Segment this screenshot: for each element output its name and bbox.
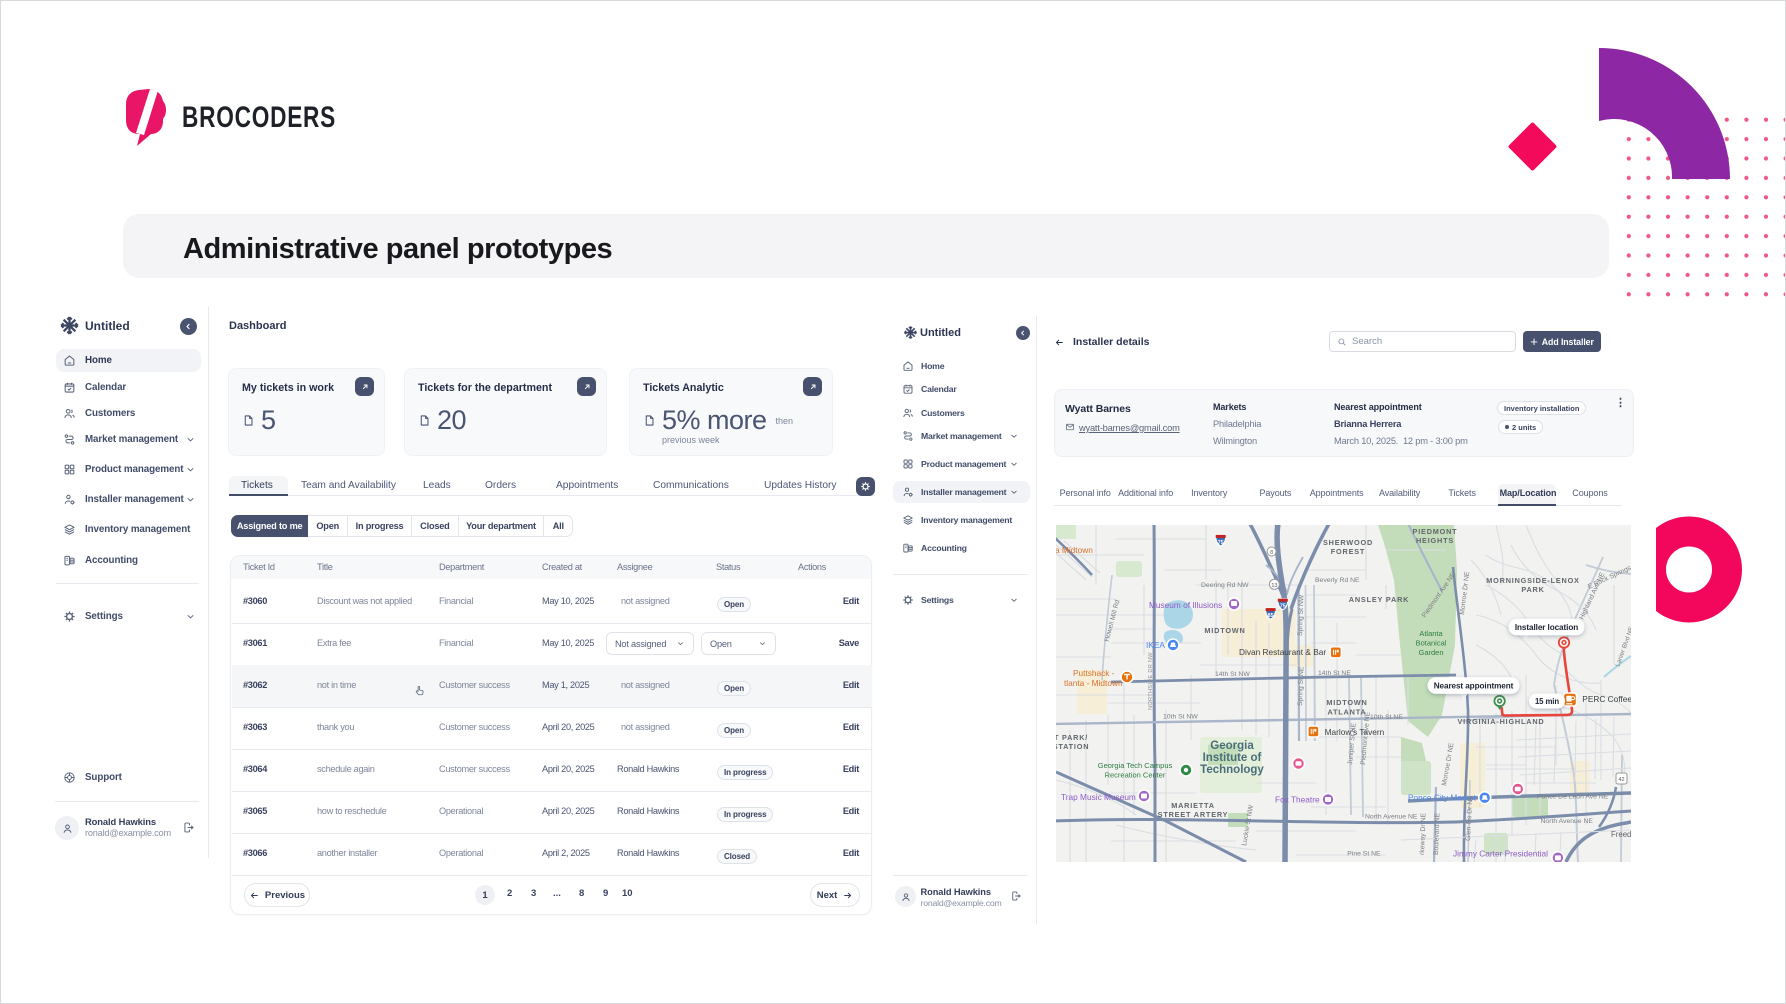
svg-text:Piedmont Ave NE: Piedmont Ave NE [1360, 711, 1372, 765]
svg-text:PIEDMONT: PIEDMONT [1413, 527, 1458, 536]
svg-text:VIRGINIA-HIGHLAND: VIRGINIA-HIGHLAND [1458, 717, 1545, 726]
svg-text:rkeway Dr NE: rkeway Dr NE [1419, 812, 1427, 855]
svg-text:MIDTOWN: MIDTOWN [1326, 698, 1367, 707]
svg-text:Trap Music Museum: Trap Music Museum [1061, 792, 1136, 802]
svg-text:SHERWOOD: SHERWOOD [1323, 538, 1373, 547]
svg-text:T PARK/: T PARK/ [1056, 733, 1088, 742]
svg-text:Atlanta: Atlanta [1419, 629, 1443, 638]
svg-text:North Avenue NE: North Avenue NE [1365, 814, 1418, 821]
svg-text:Puttshack -: Puttshack - [1073, 668, 1115, 678]
svg-text:IKEA: IKEA [1146, 640, 1165, 650]
svg-text:Boulevard NE: Boulevard NE [1433, 812, 1441, 855]
svg-text:14th St NW: 14th St NW [1215, 671, 1250, 678]
svg-text:Freedom: Freedom [1611, 830, 1631, 839]
svg-text:MIDTOWN: MIDTOWN [1204, 626, 1245, 635]
svg-text:FOREST: FOREST [1331, 547, 1365, 556]
svg-text:Jimmy Carter Presidential: Jimmy Carter Presidential [1453, 849, 1548, 859]
svg-text:STREET ARTERY: STREET ARTERY [1158, 810, 1229, 819]
svg-text:8: 8 [1270, 550, 1273, 556]
svg-text:Nearest appointment: Nearest appointment [1434, 681, 1514, 690]
svg-text:ANSLEY PARK: ANSLEY PARK [1349, 595, 1409, 604]
svg-text:Spring St NE: Spring St NE [1297, 666, 1305, 706]
svg-text:14th St NE: 14th St NE [1318, 670, 1351, 677]
svg-text:Georgia: Georgia [1210, 740, 1254, 752]
svg-text:PERC Coffee: PERC Coffee [1582, 694, 1631, 704]
svg-text:75: 75 [1280, 604, 1286, 610]
svg-text:Botanical: Botanical [1416, 639, 1447, 648]
svg-text:Marlow’s Tavern: Marlow’s Tavern [1325, 727, 1385, 737]
svg-text:15 min: 15 min [1535, 697, 1559, 706]
svg-text:MORNINGSIDE-LENOX: MORNINGSIDE-LENOX [1486, 576, 1579, 585]
svg-text:10th St NE: 10th St NE [1370, 714, 1403, 721]
svg-text:75: 75 [1218, 540, 1224, 546]
svg-text:ATLANTA: ATLANTA [1328, 708, 1367, 717]
svg-text:tlanta - Midtown: tlanta - Midtown [1064, 678, 1123, 688]
svg-text:MARIETTA: MARIETTA [1171, 801, 1215, 810]
svg-text:13: 13 [1271, 583, 1277, 589]
svg-text:Recreation Center: Recreation Center [1105, 771, 1166, 780]
svg-text:STATION: STATION [1056, 742, 1089, 751]
svg-text:Installer location: Installer location [1515, 623, 1578, 632]
svg-text:Georgia Tech Campus: Georgia Tech Campus [1098, 761, 1173, 770]
svg-text:10th St NW: 10th St NW [1163, 714, 1198, 721]
svg-text:Juniper St NE: Juniper St NE [1347, 722, 1358, 765]
svg-text:Pine St NE: Pine St NE [1347, 851, 1381, 858]
svg-text:a Midtown: a Midtown [1056, 545, 1093, 555]
svg-text:NORTHSIDE DR NW: NORTHSIDE DR NW [1148, 652, 1154, 710]
svg-text:Institute of: Institute of [1203, 752, 1262, 764]
svg-text:Technology: Technology [1200, 764, 1264, 776]
svg-text:Beverly Rd NE: Beverly Rd NE [1315, 577, 1360, 584]
svg-text:Garden: Garden [1418, 648, 1443, 657]
svg-text:42: 42 [1618, 777, 1624, 783]
svg-text:Ponce De Leon Ave NE: Ponce De Leon Ave NE [1537, 794, 1609, 801]
svg-text:Glen Iris Dr NE: Glen Iris Dr NE [1465, 795, 1474, 841]
svg-text:Deering Rd NW: Deering Rd NW [1201, 582, 1249, 589]
svg-text:Ponce City Market: Ponce City Market [1408, 793, 1476, 803]
svg-text:Spring St NW: Spring St NW [1297, 594, 1305, 636]
svg-text:Fox Theatre: Fox Theatre [1275, 795, 1320, 805]
svg-text:Divan Restaurant & Bar: Divan Restaurant & Bar [1239, 647, 1326, 657]
svg-text:North Avenue NE: North Avenue NE [1541, 818, 1594, 825]
svg-text:HEIGHTS: HEIGHTS [1416, 536, 1454, 545]
svg-text:Museum of Illusions: Museum of Illusions [1149, 600, 1222, 610]
svg-text:85: 85 [1268, 613, 1274, 619]
svg-text:PARK: PARK [1521, 585, 1544, 594]
